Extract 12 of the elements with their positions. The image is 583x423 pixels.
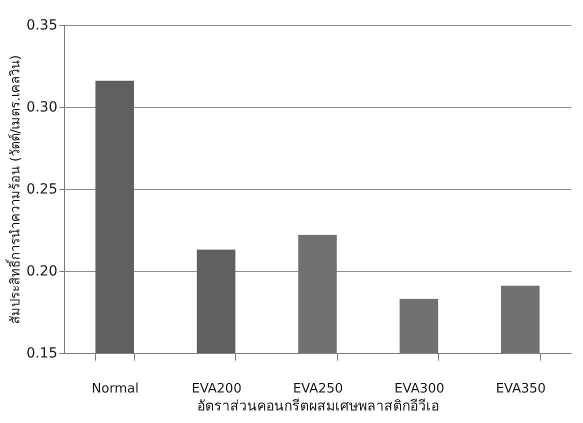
x-tick-label: EVA200 xyxy=(192,382,242,396)
x-tick-label: EVA350 xyxy=(496,382,546,396)
y-tick-label: 0.20 xyxy=(26,264,58,280)
y-tick-label: 0.35 xyxy=(26,18,58,34)
y-tick-label: 0.30 xyxy=(26,100,58,116)
x-tick-label: EVA250 xyxy=(293,382,343,396)
y-tick-label: 0.25 xyxy=(26,182,58,198)
x-tick-label: Normal xyxy=(92,382,139,396)
y-tick-label: 0.15 xyxy=(26,346,58,362)
x-axis-title: อัตราส่วนคอนกรีตผสมเศษพลาสติกอีวีเอ xyxy=(197,398,439,414)
y-axis-title: สัมประสิทธิ์การนำความร้อน (วัตต์/เมตร.เคลวิน) xyxy=(5,55,24,324)
x-tick-label: EVA300 xyxy=(394,382,444,396)
